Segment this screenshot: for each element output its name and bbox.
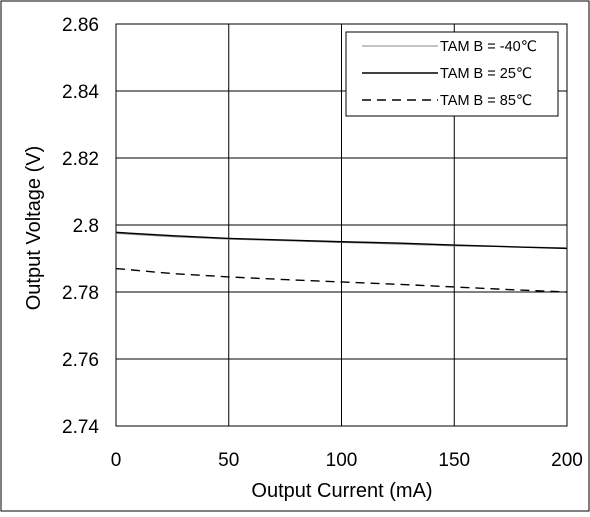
tick-labels: 0 50 100 150 200 2.74 2.76 2.78 2.8 2.82 2.84 2.86 [62, 15, 583, 471]
x-tick-label: 0 [111, 450, 122, 471]
y-tick-label: 2.8 [73, 216, 99, 237]
series-line-3 [115, 267, 568, 293]
x-tick-label: 200 [551, 450, 583, 471]
series-lines [115, 231, 568, 293]
legend-label-3: TAM B = 85℃ [440, 93, 532, 109]
legend: TAM B = -40℃ TAM B = 25℃ TAM B = 85℃ [345, 31, 559, 117]
plot-area [115, 23, 568, 427]
x-tick-label: 100 [326, 450, 358, 471]
legend-label-1: TAM B = -40℃ [440, 39, 537, 55]
x-tick-label: 50 [218, 450, 239, 471]
y-tick-label: 2.82 [62, 149, 99, 170]
x-tick-label: 150 [438, 450, 470, 471]
y-axis-label: Output Voltage (V) [23, 146, 45, 311]
y-tick-label: 2.78 [62, 283, 99, 304]
series-line-2 [115, 231, 568, 250]
y-tick-label: 2.76 [62, 350, 99, 371]
x-axis-label: Output Current (mA) [251, 480, 432, 502]
legend-label-2: TAM B = 25℃ [440, 66, 532, 82]
y-tick-label: 2.84 [62, 82, 99, 103]
y-tick-label: 2.86 [62, 15, 99, 36]
y-tick-label: 2.74 [62, 417, 99, 438]
